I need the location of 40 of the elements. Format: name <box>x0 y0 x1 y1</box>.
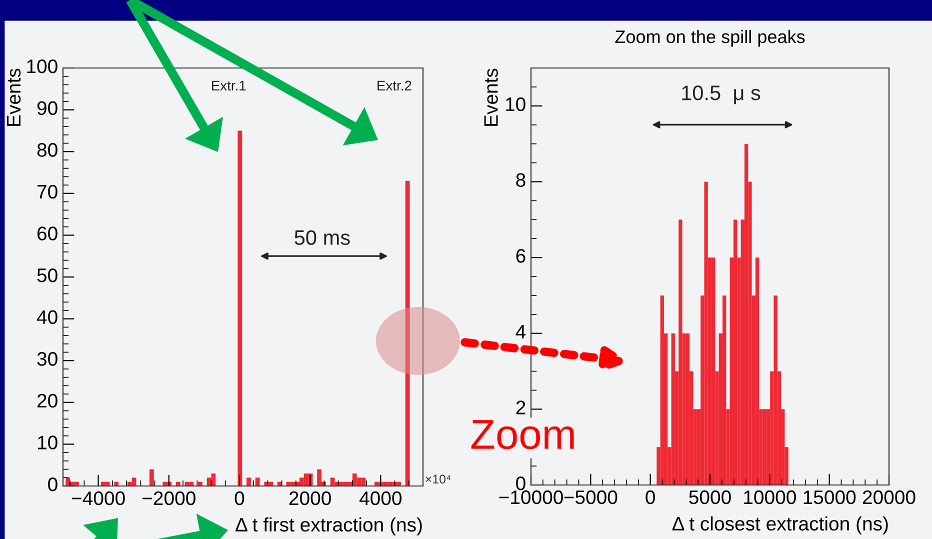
y-tick-label: 30 <box>37 352 58 366</box>
x-tick-label: −2000 <box>142 491 196 506</box>
y-tick-label: 0 <box>516 476 526 490</box>
y-tick-label: 100 <box>27 59 58 74</box>
x-tick-label: −10000 <box>499 490 563 504</box>
y-axis-title: Events <box>7 68 21 126</box>
annotation: Zoom <box>471 420 574 450</box>
y-tick-label: 40 <box>36 310 58 324</box>
y-tick-label: 70 <box>38 184 58 199</box>
y-axis-title: Events <box>484 68 498 126</box>
x-tick-label: 5000 <box>689 490 731 504</box>
x-tick-label: −5000 <box>564 490 618 504</box>
y-tick-label: 80 <box>37 143 58 157</box>
annotation: Extr.1 <box>212 80 246 91</box>
x-tick-label: −4000 <box>72 491 125 506</box>
y-tick-label: 6 <box>516 248 526 263</box>
x-tick-label: 2000 <box>289 491 331 506</box>
x-tick-label: 0 <box>234 491 244 506</box>
y-tick-label: 20 <box>37 394 58 408</box>
y-tick-label: 2 <box>516 400 526 414</box>
x-tick-label: 4000 <box>359 491 402 506</box>
y-tick-label: 50 <box>37 268 58 282</box>
y-tick-label: 10 <box>506 97 526 112</box>
x-tick-label: 20000 <box>862 490 916 504</box>
y-tick-label: 0 <box>48 477 58 492</box>
annotation: 50 ms <box>294 230 350 245</box>
y-tick-label: 8 <box>516 173 526 187</box>
text: ×10⁴ <box>426 474 451 484</box>
x-tick-label: 10000 <box>744 490 796 504</box>
x-axis-title: Δ t closest extraction (ns) <box>672 516 888 534</box>
chart-title: Zoom on the spill peaks <box>615 30 805 47</box>
y-tick-label: 10 <box>38 436 58 450</box>
x-tick-label: 0 <box>646 490 655 504</box>
annotation: 10.5 μ s <box>682 86 760 104</box>
y-tick-label: 90 <box>37 101 58 116</box>
x-axis-title: Δ t first extraction (ns) <box>236 517 422 536</box>
annotation: Extr.2 <box>378 80 412 91</box>
y-tick-label: 60 <box>38 226 58 240</box>
y-tick-label: 4 <box>516 325 526 338</box>
x-tick-label: 15000 <box>804 490 856 504</box>
